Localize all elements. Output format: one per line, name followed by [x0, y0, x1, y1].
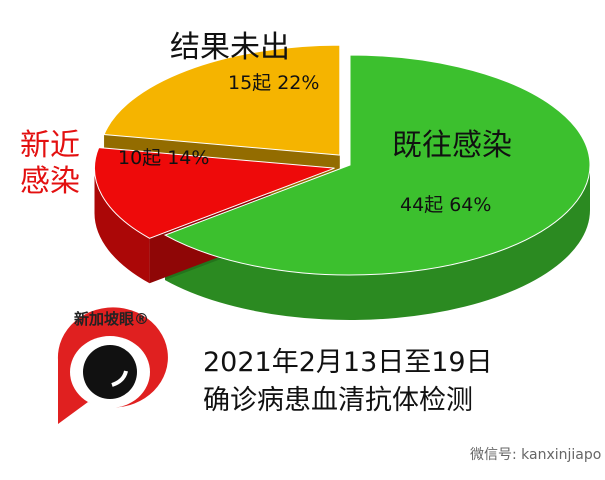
- caption: 2021年2月13日至19日: [203, 347, 493, 378]
- logo-text: 新加坡眼®: [74, 310, 150, 328]
- value-label: 10起 14%: [118, 147, 210, 169]
- value-label: 44起 64%: [400, 194, 492, 216]
- slice: [94, 147, 335, 239]
- category-label: 结果未出: [170, 30, 290, 65]
- logo: [57, 307, 168, 424]
- value-label: 15起 22%: [228, 72, 320, 94]
- caption: 确诊病患血清抗体检测: [203, 385, 473, 416]
- watermark: 微信号: kanxinjiapo: [470, 447, 602, 463]
- pie: [94, 44, 591, 320]
- slice-side: [165, 165, 590, 320]
- logo-eye: [83, 345, 137, 399]
- logo-glint: [111, 370, 128, 387]
- slice: [163, 54, 591, 276]
- slice-side: [94, 168, 150, 284]
- slice: [103, 44, 341, 156]
- category-label: 既往感染: [392, 128, 512, 163]
- category-label: 新近感染: [20, 128, 80, 199]
